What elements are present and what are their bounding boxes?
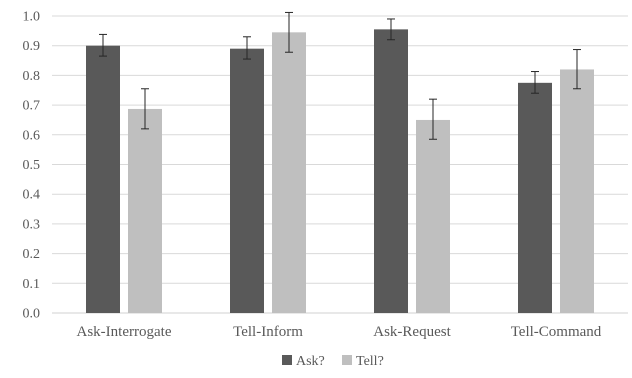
legend-label: Ask? <box>296 354 325 369</box>
error-bar <box>99 33 107 57</box>
error-bar <box>141 88 149 130</box>
y-tick-label: 0.6 <box>23 128 41 143</box>
x-tick-label: Ask-Request <box>373 324 451 340</box>
error-bar <box>285 11 293 53</box>
y-tick-label: 0.3 <box>23 217 41 232</box>
y-axis-tick-labels: 0.0 0.1 0.2 0.3 0.4 0.5 0.6 0.7 0.8 0.9 1.0 <box>23 10 41 322</box>
bar-tell-tell-command <box>560 69 594 314</box>
y-tick-label: 0.7 <box>23 99 41 114</box>
y-tick-label: 0.9 <box>23 39 41 54</box>
y-tick-label: 0.5 <box>23 158 41 173</box>
bar-ask-ask-interrogate <box>86 45 120 313</box>
x-tick-label: Tell-Command <box>511 324 602 340</box>
legend-swatch <box>282 355 292 365</box>
bars <box>86 29 594 314</box>
bar-tell-ask-interrogate <box>128 108 162 313</box>
y-tick-label: 0.8 <box>23 69 41 84</box>
x-tick-label: Ask-Interrogate <box>77 324 172 340</box>
legend-item: Tell? <box>342 354 384 369</box>
x-tick-label: Tell-Inform <box>233 324 303 340</box>
y-tick-label: 0.4 <box>23 188 41 203</box>
bar-tell-tell-inform <box>272 32 306 314</box>
y-tick-label: 0.0 <box>23 307 41 322</box>
legend-swatch <box>342 355 352 365</box>
error-bar <box>531 71 539 94</box>
error-bars <box>99 11 581 140</box>
y-tick-label: 0.2 <box>23 247 41 262</box>
error-bar <box>387 18 395 41</box>
legend: Ask? Tell? <box>282 354 384 369</box>
y-tick-label: 1.0 <box>23 10 41 25</box>
legend-item: Ask? <box>282 354 325 369</box>
bar-ask-tell-inform <box>230 48 264 314</box>
error-bar <box>573 49 581 90</box>
y-tick-label: 0.1 <box>23 277 41 292</box>
x-axis-tick-labels: Ask-Interrogate Tell-Inform Ask-Request Tel… <box>77 324 602 340</box>
error-bar <box>429 98 437 140</box>
bar-ask-tell-command <box>518 82 552 313</box>
error-bar <box>243 36 251 60</box>
legend-label: Tell? <box>356 354 384 369</box>
bar-ask-ask-request <box>374 29 408 314</box>
bar-tell-ask-request <box>416 119 450 313</box>
